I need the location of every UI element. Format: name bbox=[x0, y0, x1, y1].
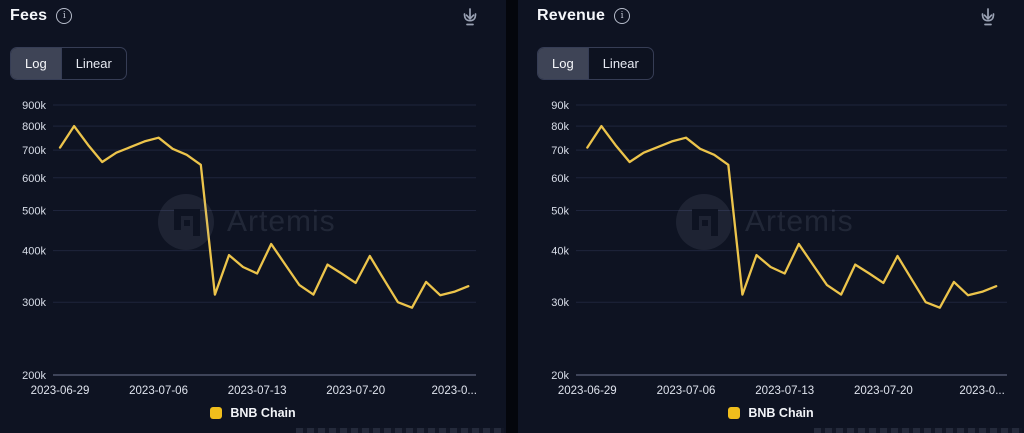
revenue-panel: 90k 80k 70k 60k 50k 40k 30k 20k 2023-06-29 2023-0… bbox=[518, 0, 1024, 433]
svg-text:30k: 30k bbox=[551, 297, 569, 309]
svg-text:2023-0...: 2023-0... bbox=[432, 385, 477, 397]
info-icon[interactable]: i bbox=[56, 8, 73, 24]
legend-swatch bbox=[210, 407, 223, 419]
download-icon[interactable] bbox=[978, 6, 998, 28]
svg-text:2023-07-13: 2023-07-13 bbox=[228, 385, 287, 397]
cutoff-text bbox=[814, 428, 1022, 433]
svg-text:2023-07-20: 2023-07-20 bbox=[854, 385, 913, 397]
svg-text:700k: 700k bbox=[22, 145, 46, 157]
svg-text:300k: 300k bbox=[22, 297, 46, 309]
svg-text:70k: 70k bbox=[551, 145, 569, 157]
svg-text:40k: 40k bbox=[551, 246, 569, 258]
svg-text:20k: 20k bbox=[551, 370, 569, 382]
svg-text:50k: 50k bbox=[551, 206, 569, 218]
svg-text:2023-07-13: 2023-07-13 bbox=[755, 385, 814, 397]
scale-toggle: Log Linear bbox=[10, 47, 127, 80]
svg-text:500k: 500k bbox=[22, 206, 46, 218]
panel-title: Fees bbox=[10, 7, 48, 24]
panel-title: Revenue bbox=[537, 7, 606, 24]
linear-button[interactable]: Linear bbox=[60, 48, 126, 79]
svg-text:90k: 90k bbox=[551, 100, 569, 112]
download-icon[interactable] bbox=[460, 6, 480, 28]
svg-text:2023-07-06: 2023-07-06 bbox=[657, 385, 716, 397]
svg-text:2023-06-29: 2023-06-29 bbox=[558, 385, 617, 397]
legend-label: BNB Chain bbox=[748, 406, 814, 420]
scale-toggle: Log Linear bbox=[537, 47, 654, 80]
cutoff-text bbox=[296, 428, 504, 433]
svg-text:800k: 800k bbox=[22, 121, 46, 133]
svg-text:2023-06-29: 2023-06-29 bbox=[31, 385, 90, 397]
svg-text:80k: 80k bbox=[551, 121, 569, 133]
svg-text:600k: 600k bbox=[22, 173, 46, 185]
svg-text:900k: 900k bbox=[22, 100, 46, 112]
svg-text:60k: 60k bbox=[551, 173, 569, 185]
legend: BNB Chain bbox=[0, 406, 506, 420]
revenue-chart: 90k 80k 70k 60k 50k 40k 30k 20k 2023-06-29 2023-0… bbox=[551, 100, 1007, 397]
log-button[interactable]: Log bbox=[11, 48, 61, 79]
svg-text:200k: 200k bbox=[22, 370, 46, 382]
info-icon[interactable]: i bbox=[614, 8, 631, 24]
legend-label: BNB Chain bbox=[230, 406, 296, 420]
fees-panel: 900k 800k 700k 600k 500k 400k 300k 200k 2023-06-… bbox=[0, 0, 506, 433]
log-button[interactable]: Log bbox=[538, 48, 588, 79]
legend: BNB Chain bbox=[518, 406, 1024, 420]
svg-text:2023-0...: 2023-0... bbox=[959, 385, 1004, 397]
linear-button[interactable]: Linear bbox=[587, 48, 653, 79]
svg-text:2023-07-06: 2023-07-06 bbox=[129, 385, 188, 397]
fees-chart: 900k 800k 700k 600k 500k 400k 300k 200k 2023-06-… bbox=[22, 100, 477, 397]
legend-swatch bbox=[728, 407, 741, 419]
svg-text:400k: 400k bbox=[22, 246, 46, 258]
svg-text:2023-07-20: 2023-07-20 bbox=[326, 385, 385, 397]
